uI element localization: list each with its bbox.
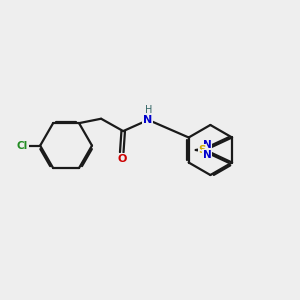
Text: N: N	[143, 115, 152, 125]
Text: S: S	[199, 145, 206, 155]
Text: Cl: Cl	[17, 141, 28, 151]
Text: O: O	[117, 154, 126, 164]
Text: H: H	[145, 106, 152, 116]
Text: N: N	[202, 150, 211, 160]
Text: N: N	[202, 140, 211, 150]
